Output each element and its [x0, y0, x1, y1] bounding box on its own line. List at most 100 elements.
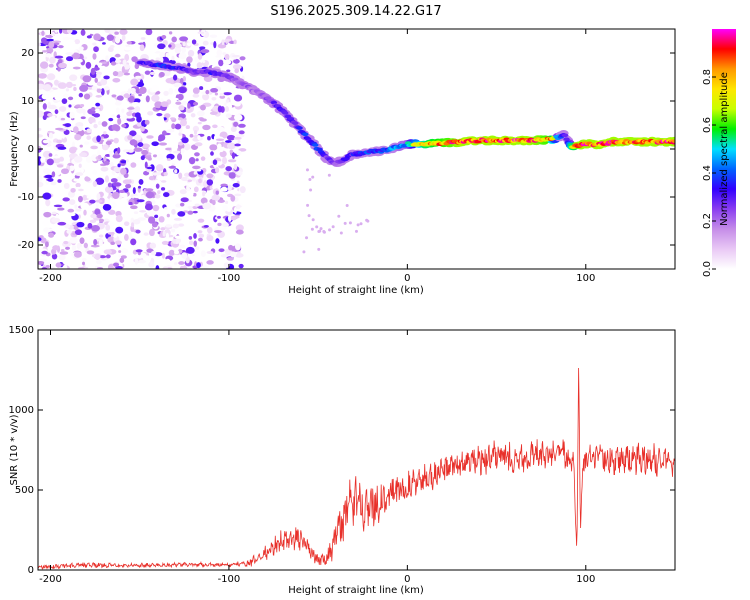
noise-blob — [121, 34, 126, 41]
noise-blob — [42, 168, 52, 175]
noise-blob — [179, 265, 188, 269]
noise-blob — [94, 199, 103, 203]
noise-blob — [200, 156, 206, 161]
noise-blob — [96, 193, 101, 200]
noise-blob — [56, 170, 61, 176]
noise-blob — [209, 185, 214, 190]
noise-blob — [75, 172, 84, 177]
noise-blob — [132, 187, 136, 195]
noise-blob — [227, 159, 237, 163]
noise-blob — [105, 55, 109, 62]
noise-blob — [115, 215, 123, 223]
spectrogram-x-tick-label: 100 — [576, 273, 595, 284]
noise-blob — [179, 244, 186, 249]
noise-blob — [119, 257, 125, 263]
noise-blob — [82, 108, 86, 116]
noise-blob — [112, 182, 122, 187]
spectrogram-y-tick-label: -10 — [18, 192, 34, 203]
noise-blob — [101, 144, 109, 151]
noise-blob — [138, 93, 142, 97]
noise-blob — [121, 248, 129, 254]
noise-blob — [331, 225, 335, 229]
noise-blob — [192, 192, 197, 197]
noise-blob — [190, 113, 196, 118]
noise-blob — [234, 68, 239, 74]
noise-blob — [170, 117, 176, 120]
noise-blob — [46, 73, 56, 81]
snr-y-axis: 0 500 1000 1500 — [9, 325, 675, 576]
noise-blob — [185, 256, 190, 264]
noise-blob — [103, 75, 110, 80]
noise-blob — [61, 168, 69, 175]
noise-blob — [127, 88, 132, 95]
noise-blob — [327, 173, 331, 177]
noise-blob — [223, 262, 230, 269]
noise-blob — [217, 222, 222, 227]
ridge-core — [563, 137, 570, 141]
noise-blob — [114, 59, 122, 64]
noise-blob — [151, 84, 159, 93]
noise-blob — [61, 98, 68, 104]
noise-blob — [121, 66, 125, 73]
noise-blob — [164, 258, 171, 266]
noise-blob — [209, 111, 218, 115]
noise-blob — [89, 219, 97, 224]
noise-blob — [85, 264, 93, 268]
noise-blob — [216, 49, 223, 57]
spectrogram-x-tick-label: 0 — [404, 273, 410, 284]
noise-blob — [124, 115, 134, 119]
noise-blob — [152, 204, 160, 212]
spectrogram-y-label: Frequency (Hz) — [9, 111, 20, 187]
noise-blob — [122, 59, 127, 66]
noise-blob — [168, 249, 175, 256]
noise-blob — [233, 94, 243, 102]
noise-blob — [74, 39, 81, 45]
noise-blob — [200, 49, 210, 54]
noise-blob — [48, 132, 54, 139]
noise-blob — [192, 87, 200, 95]
noise-blob — [226, 69, 231, 73]
noise-blob — [235, 229, 244, 235]
noise-blob — [95, 259, 102, 265]
noise-blob — [154, 214, 159, 219]
noise-blob — [206, 226, 213, 234]
noise-blob — [227, 184, 232, 192]
noise-blob — [40, 156, 46, 163]
noise-blob — [71, 83, 77, 87]
noise-blob — [220, 186, 228, 192]
noise-blob — [233, 163, 238, 171]
noise-blob — [109, 197, 113, 205]
ridge-core — [302, 132, 309, 137]
noise-blob — [130, 179, 135, 184]
noise-blob — [222, 222, 229, 228]
noise-blob — [76, 107, 85, 114]
noise-blob — [45, 265, 50, 269]
noise-blob — [322, 230, 326, 234]
noise-blob — [67, 96, 74, 101]
noise-blob — [119, 111, 125, 117]
noise-blob — [44, 174, 53, 179]
noise-blob — [145, 188, 154, 192]
noise-blob — [38, 42, 41, 47]
noise-blob — [307, 214, 311, 218]
noise-blob — [226, 142, 236, 150]
noise-blob — [147, 111, 154, 116]
noise-blob — [319, 227, 323, 231]
noise-blob — [181, 252, 188, 259]
snr-x-tick-label: 0 — [404, 574, 410, 585]
noise-blob — [57, 207, 65, 211]
noise-blob — [141, 149, 149, 156]
noise-blob — [233, 136, 242, 140]
noise-blob — [199, 46, 206, 50]
noise-blob — [81, 258, 87, 262]
noise-blob — [219, 92, 225, 97]
noise-blob — [165, 224, 172, 228]
noise-blob — [115, 107, 120, 114]
noise-blob — [50, 142, 59, 146]
spectrogram-x-tick-label: -200 — [39, 273, 62, 284]
noise-blob — [59, 156, 65, 162]
spectrogram-y-tick-label: 0 — [28, 144, 34, 155]
noise-blob — [51, 217, 61, 223]
